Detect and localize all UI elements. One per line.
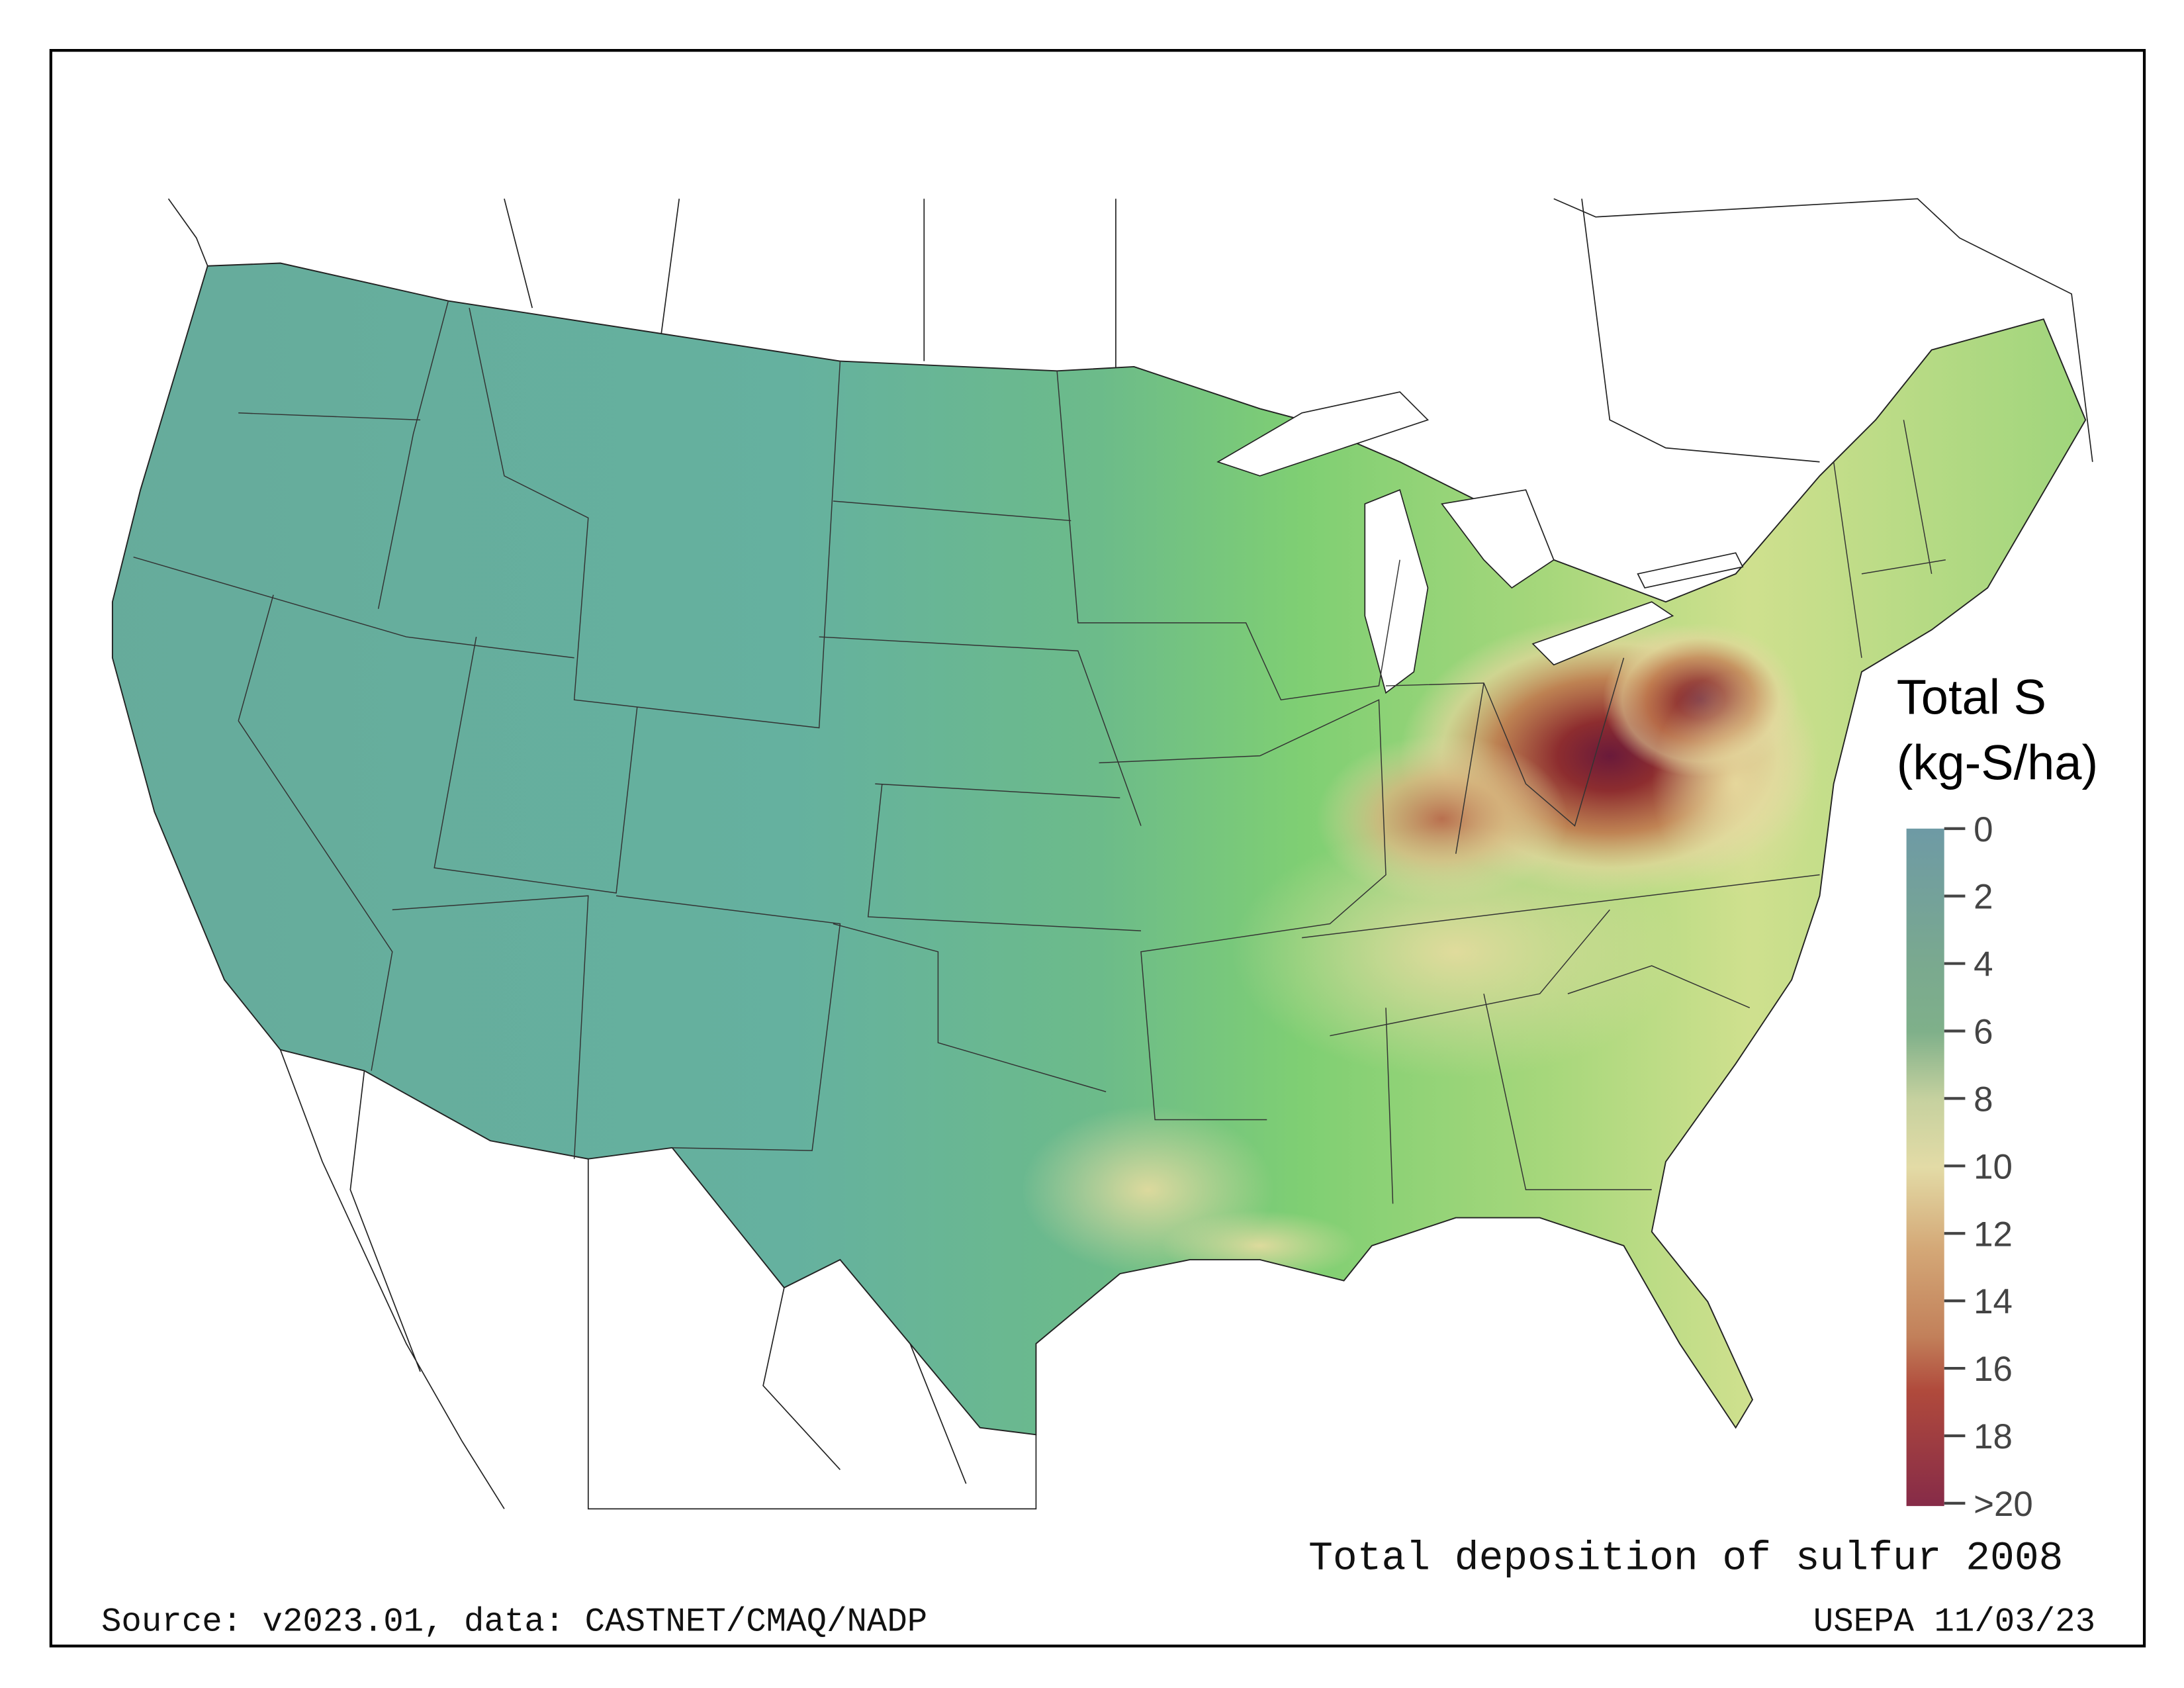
legend-tick-label: 2	[1974, 878, 1993, 917]
legend-tick-label: 6	[1974, 1013, 1993, 1052]
legend-title-line1: Total S	[1897, 669, 2046, 724]
legend-colorbar	[1906, 828, 1944, 1507]
map-title: Total deposition of sulfur 2008	[1308, 1536, 2063, 1581]
legend-tick-label: 12	[1974, 1215, 2013, 1254]
legend-tick-label: 4	[1974, 945, 1993, 984]
legend-tick-label: 8	[1974, 1080, 1993, 1119]
legend-ticks: 0 2 4 6 8 10 12 14 16 18 >20	[1944, 810, 2033, 1524]
credit-note: USEPA 11/03/23	[1813, 1603, 2095, 1641]
source-note: Source: v2023.01, data: CASTNET/CMAQ/NAD…	[101, 1603, 927, 1641]
legend-tick-label: >20	[1974, 1485, 2033, 1524]
legend-tick-label: 10	[1974, 1147, 2013, 1186]
legend-tick-label: 18	[1974, 1417, 2013, 1456]
legend-tick-label: 14	[1974, 1282, 2013, 1321]
legend-title-line2: (kg-S/ha)	[1897, 735, 2098, 790]
state-boundaries	[133, 301, 1946, 1204]
legend-tick-label: 16	[1974, 1350, 2013, 1389]
neighbor-borders	[167, 198, 2093, 1510]
legend-tick-label: 0	[1974, 810, 1993, 849]
great-lakes	[1216, 391, 1744, 694]
